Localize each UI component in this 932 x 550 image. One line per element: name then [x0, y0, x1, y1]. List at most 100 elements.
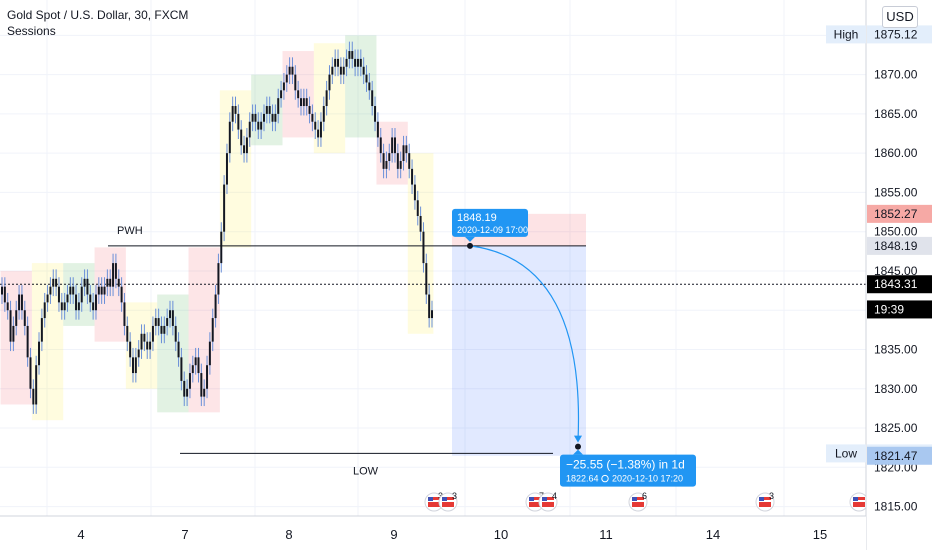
candle-body: [6, 302, 9, 311]
candle-body: [234, 106, 237, 114]
candle-body: [280, 90, 283, 99]
price-tick-label: 1865.00: [874, 107, 918, 121]
candle-body: [231, 106, 234, 122]
time-tick-label: 7: [181, 527, 188, 542]
time-axis[interactable]: 4 7 8 9 10 11 14 15: [0, 515, 866, 550]
price-badge-value: 1875.12: [874, 27, 918, 41]
candle-body: [416, 200, 419, 216]
candle-body: [55, 278, 58, 287]
price-badge-value: 1821.47: [874, 449, 918, 463]
flag-stripe-white: [632, 500, 644, 502]
candle-body: [308, 106, 311, 114]
candle-body: [94, 294, 97, 311]
event-badge: 6: [628, 491, 648, 512]
candle-body: [282, 82, 285, 91]
candle-body: [428, 294, 431, 319]
event-count: 6: [642, 491, 647, 501]
flag-stripe-white: [542, 500, 554, 502]
projection-end-pointer: [573, 449, 583, 455]
event-badge: 3: [438, 491, 458, 512]
time-tick-label: 8: [285, 527, 292, 542]
event-badge: [849, 492, 869, 512]
candle-body: [203, 388, 206, 397]
candle-body: [154, 318, 157, 326]
candle-body: [63, 302, 66, 311]
price-badge-value: 1843.31: [874, 277, 918, 291]
candle-body: [49, 286, 52, 295]
candle-body: [339, 66, 342, 75]
candle-body: [328, 74, 331, 91]
time-tick-label: 4: [77, 527, 84, 542]
projection-box: [452, 213, 586, 456]
candle-body: [177, 341, 180, 358]
candle-body: [83, 278, 86, 287]
candle-body: [26, 325, 29, 358]
price-badge-bg: [867, 204, 932, 223]
flag-stripe-white: [853, 500, 865, 502]
price-badge-bg: [867, 446, 932, 465]
projection-end-dot: [575, 443, 581, 450]
time-tick-label: 9: [390, 527, 397, 542]
flag-stripe-white: [759, 500, 771, 502]
price-tick-label: 1835.00: [874, 342, 918, 356]
currency-button[interactable]: USD: [882, 6, 918, 28]
price-levels: PWH LOW: [0, 225, 866, 477]
candle-body: [160, 325, 163, 334]
candle-body: [223, 184, 226, 232]
candle-body: [29, 357, 32, 389]
candle-body: [265, 106, 268, 114]
candle-body: [92, 302, 95, 311]
projection-start-price: 1848.19: [457, 212, 497, 224]
candle-body: [77, 302, 80, 311]
price-badge: 1848.19: [867, 236, 932, 255]
candle-body: [257, 121, 260, 130]
candle-body: [97, 286, 100, 295]
price-badge-label-bg: [826, 444, 866, 463]
candle-body: [151, 325, 154, 342]
projection-start-pointer: [465, 236, 475, 242]
candle-body: [291, 66, 294, 75]
candle-body: [66, 294, 69, 303]
candle-body: [385, 161, 388, 169]
projection-curve: [469, 245, 580, 441]
candle-body: [214, 294, 217, 319]
candle-body: [57, 286, 60, 303]
candle-body: [12, 325, 15, 342]
price-tick-label: 1855.00: [874, 185, 918, 199]
flag-canton: [529, 497, 534, 501]
candle-body: [200, 373, 203, 397]
candle-body: [317, 129, 320, 138]
candle-body: [277, 98, 280, 114]
candle-body: [331, 66, 334, 75]
candle-body: [69, 286, 72, 295]
candle-body: [314, 121, 317, 130]
chart-title: Gold Spot / U.S. Dollar, 30, FXCM: [7, 8, 189, 22]
candle-body: [180, 357, 183, 381]
low-label: LOW: [353, 465, 379, 477]
price-axis[interactable]: 1815.001820.001825.001830.001835.001840.…: [865, 0, 932, 550]
candle-body: [123, 302, 126, 326]
candle-body: [86, 278, 89, 295]
candle-body: [294, 74, 297, 91]
candle-body: [425, 263, 428, 295]
candle-body: [362, 66, 365, 75]
candle-body: [197, 357, 200, 374]
candle-body: [163, 325, 166, 334]
price-badge-label-bg: [826, 25, 866, 44]
candle-body: [391, 137, 394, 154]
candle-body: [103, 286, 106, 295]
session-boxes: [0, 35, 434, 421]
price-tick-label: 1845.00: [874, 264, 918, 278]
candle-body: [251, 113, 254, 122]
candle-body: [60, 302, 63, 311]
candle-body: [351, 51, 354, 59]
flag-canton: [428, 497, 433, 501]
projection-end-time: 2020-12-10 17:20: [612, 474, 683, 484]
candle-body: [32, 388, 35, 405]
candle-body: [131, 357, 134, 374]
candle-body: [393, 137, 396, 154]
candle-body: [248, 121, 251, 138]
candle-body: [140, 333, 143, 350]
